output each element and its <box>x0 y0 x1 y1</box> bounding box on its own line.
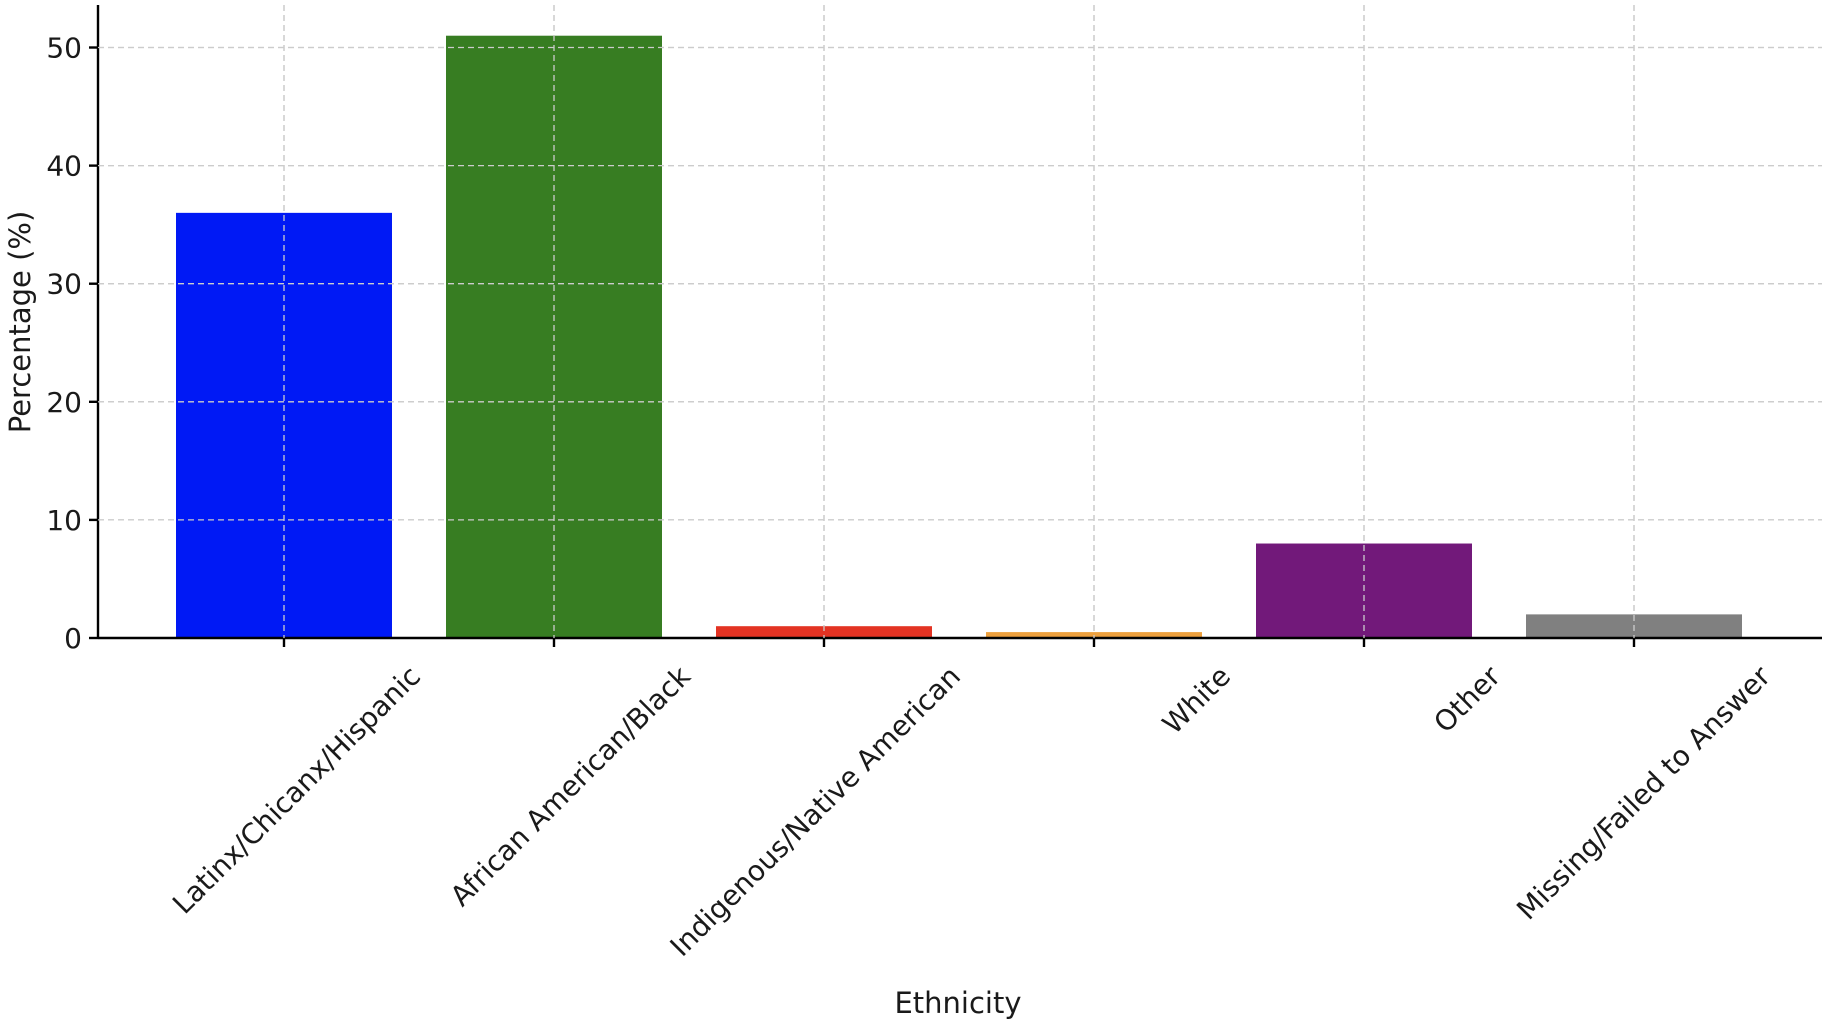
bar-3 <box>716 626 932 638</box>
axes-layer <box>89 5 1822 647</box>
x-tick-label: Indigenous/Native American <box>664 660 967 963</box>
x-tick-label: Other <box>1427 659 1507 739</box>
x-tick-label: White <box>1156 660 1237 741</box>
y-tick-label: 30 <box>46 268 82 301</box>
y-tick-label: 10 <box>46 504 82 537</box>
bars-layer <box>176 35 1742 639</box>
x-tick-label: Latinx/Chicanx/Hispanic <box>166 660 427 921</box>
y-tick-label: 0 <box>64 622 82 655</box>
x-axis-title: Ethnicity <box>894 986 1021 1020</box>
x-tick-label: African American/Black <box>444 659 698 913</box>
y-tick-label: 40 <box>46 150 82 183</box>
x-tick-label: Missing/Failed to Answer <box>1510 659 1777 926</box>
y-tick-label: 50 <box>46 32 82 65</box>
y-axis-title: Percentage (%) <box>3 211 37 434</box>
y-tick-label: 20 <box>46 386 82 419</box>
